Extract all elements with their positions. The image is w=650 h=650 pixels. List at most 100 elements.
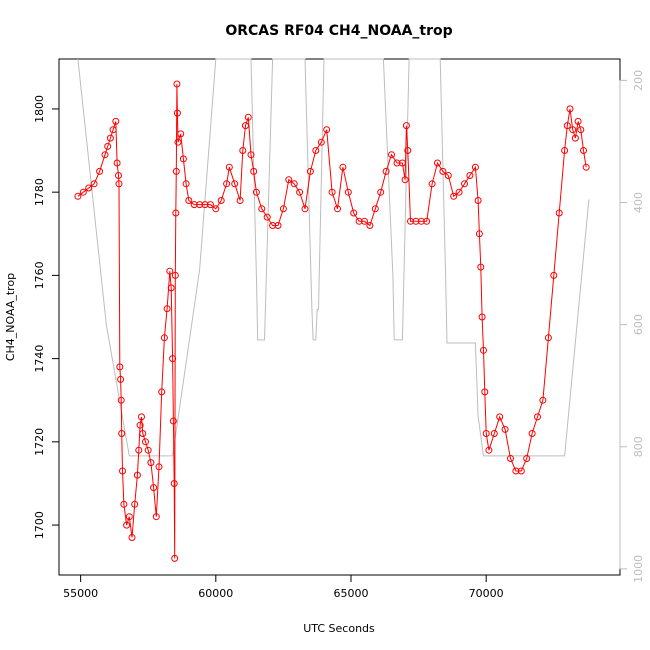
chart-title: ORCAS RF04 CH4_NOAA_trop — [225, 23, 452, 39]
data-point — [258, 205, 266, 213]
data-point — [301, 205, 309, 213]
data-point — [296, 188, 304, 196]
data-point — [115, 172, 122, 179]
data-point — [263, 213, 271, 221]
data-point — [306, 167, 314, 175]
y2-tick-label: 200 — [632, 70, 645, 91]
x-tick-label: 55000 — [63, 587, 98, 600]
data-point — [417, 217, 425, 225]
data-point — [96, 167, 104, 175]
data-point — [398, 159, 406, 167]
data-point — [160, 334, 168, 342]
data-point — [412, 217, 420, 225]
data-point — [155, 463, 163, 471]
data-point — [455, 188, 463, 196]
data-point — [196, 201, 204, 209]
data-point — [490, 430, 498, 437]
ch4-series — [74, 80, 590, 562]
data-point — [439, 167, 447, 175]
data-point — [144, 446, 152, 454]
data-point — [106, 134, 114, 142]
ch4-line — [77, 83, 587, 559]
data-point — [523, 455, 531, 462]
data-point — [571, 134, 579, 142]
data-point — [163, 305, 171, 313]
data-point — [285, 176, 293, 184]
data-point — [117, 375, 125, 383]
data-point — [85, 184, 93, 192]
data-point — [407, 217, 414, 225]
data-point — [512, 467, 520, 475]
data-point — [344, 188, 352, 196]
data-point — [485, 446, 493, 454]
data-point — [423, 217, 431, 225]
data-point — [323, 126, 331, 134]
data-point — [185, 197, 193, 204]
data-point — [434, 159, 441, 167]
data-point — [393, 159, 401, 167]
data-point — [466, 172, 474, 179]
y2-tick-label: 400 — [632, 192, 645, 213]
data-point — [290, 180, 298, 188]
data-point — [136, 421, 144, 429]
data-point — [119, 467, 126, 475]
data-point — [388, 151, 395, 159]
x-tick-label: 65000 — [333, 587, 368, 600]
data-point — [474, 197, 482, 204]
data-point — [125, 513, 133, 521]
y2-tick-label: 1000 — [632, 555, 645, 583]
data-point — [334, 205, 341, 213]
data-point — [133, 471, 141, 479]
data-point — [247, 151, 255, 159]
data-point — [225, 163, 233, 171]
data-point — [177, 130, 185, 138]
data-point — [339, 163, 347, 171]
data-point — [190, 201, 198, 209]
y2-axis: 200 400 600 800 1000 — [619, 70, 645, 583]
y-tick-label: 1720 — [33, 428, 46, 456]
data-point — [252, 188, 260, 196]
data-point — [478, 313, 486, 321]
y2-tick-label: 600 — [632, 314, 645, 335]
y-axis: 1700 1720 1740 1760 1780 1800 — [33, 95, 60, 539]
data-point — [444, 172, 452, 179]
data-point — [550, 271, 558, 279]
y2-tick-label: 800 — [632, 436, 645, 457]
data-point — [74, 192, 82, 200]
data-point — [166, 267, 174, 275]
plot-frame — [58, 58, 621, 576]
data-point — [239, 147, 247, 154]
data-point — [171, 271, 179, 279]
data-point — [201, 201, 209, 209]
data-point — [242, 122, 249, 130]
data-point — [582, 163, 590, 171]
data-point — [274, 222, 282, 229]
data-point — [404, 147, 412, 154]
data-point — [90, 180, 98, 188]
data-point — [104, 142, 112, 150]
data-point — [481, 388, 489, 396]
data-point — [212, 205, 220, 213]
data-point — [544, 334, 552, 342]
data-point — [182, 180, 190, 188]
data-point — [120, 500, 128, 508]
data-point — [142, 438, 149, 446]
data-point — [402, 122, 410, 130]
y-tick-label: 1760 — [33, 261, 46, 289]
data-point — [279, 205, 287, 213]
data-point — [312, 147, 320, 154]
data-point — [131, 500, 139, 508]
data-point — [361, 217, 368, 225]
data-point — [147, 459, 155, 467]
data-point — [366, 222, 374, 229]
data-point — [173, 109, 181, 117]
data-point — [172, 167, 180, 175]
data-point — [534, 413, 541, 421]
data-point — [231, 180, 239, 188]
data-point — [173, 80, 181, 88]
data-point — [158, 388, 166, 396]
data-point — [461, 180, 468, 188]
data-point — [577, 126, 585, 134]
data-point — [566, 105, 574, 113]
